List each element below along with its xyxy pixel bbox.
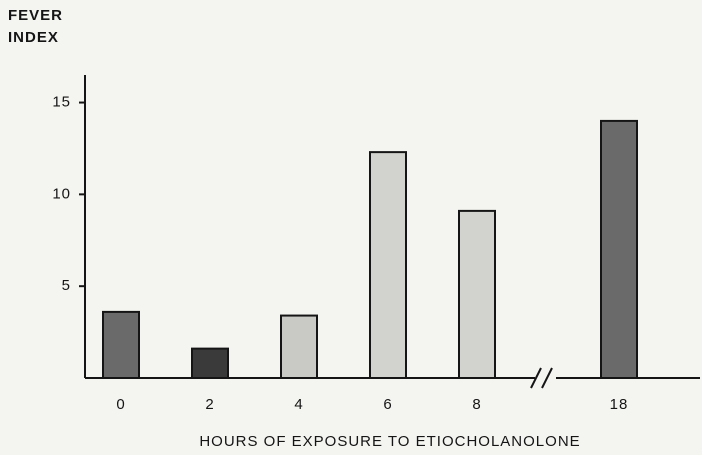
bar <box>369 151 407 379</box>
bar <box>458 209 496 379</box>
bar <box>600 119 638 379</box>
bar <box>191 347 229 380</box>
y-tick-label: 15 <box>52 94 71 111</box>
x-tick-label: 2 <box>205 396 214 413</box>
y-axis-label: INDEX <box>8 29 59 46</box>
x-axis-label: HOURS OF EXPOSURE TO ETIOCHOLANOLONE <box>199 433 580 450</box>
x-tick-label: 8 <box>472 396 481 413</box>
axis-break <box>530 367 553 389</box>
x-tick-label: 6 <box>383 396 392 413</box>
x-tick-label: 0 <box>116 396 125 413</box>
x-tick-label: 4 <box>294 396 303 413</box>
y-axis-label: FEVER <box>8 7 63 24</box>
y-tick-label: 10 <box>52 185 71 202</box>
y-tick-label: 5 <box>62 277 71 294</box>
bar <box>280 314 318 379</box>
bar <box>102 310 140 379</box>
x-tick-label: 18 <box>610 396 629 413</box>
